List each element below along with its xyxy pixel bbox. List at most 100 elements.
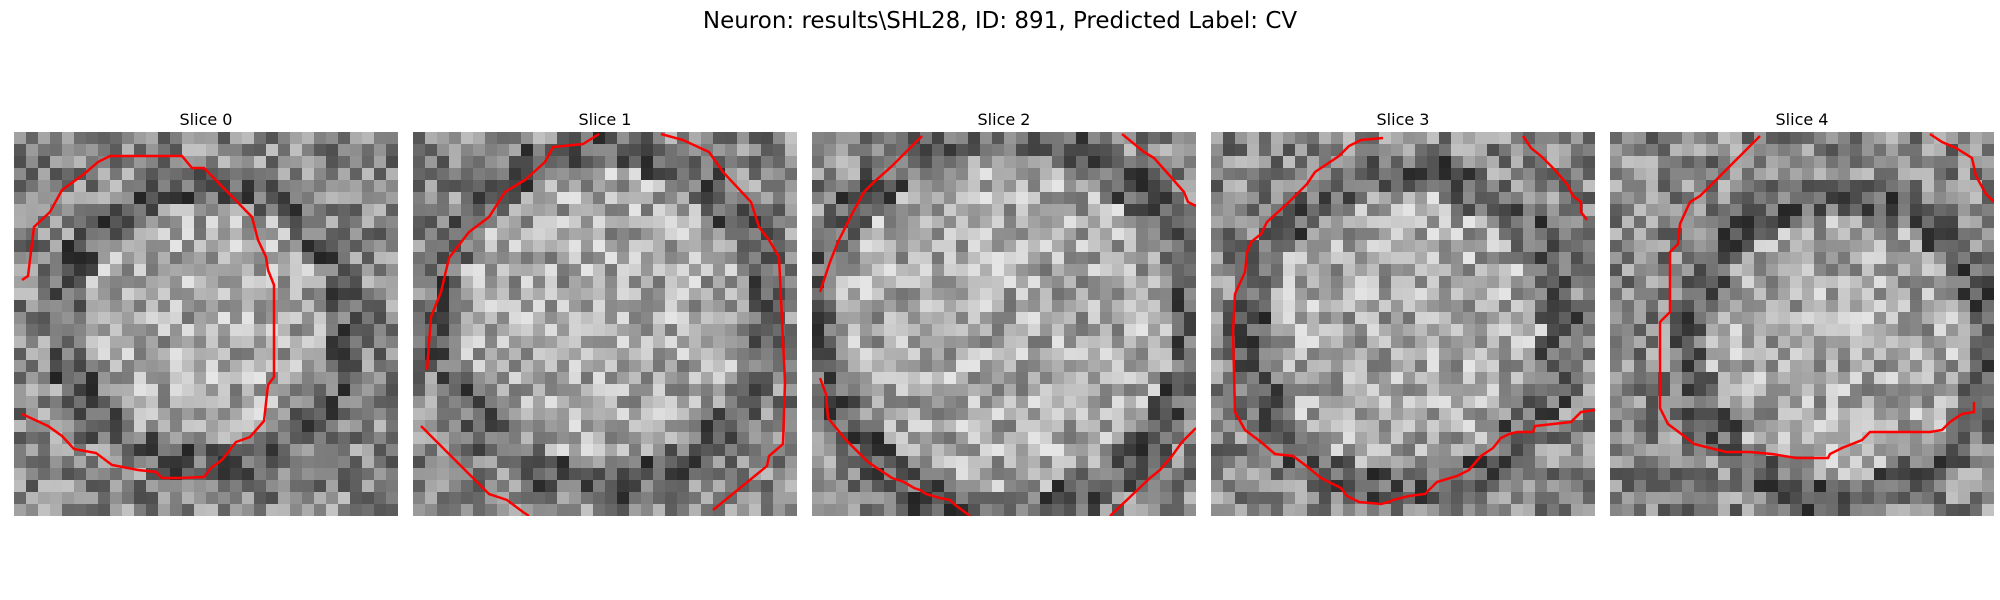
pixel-cell xyxy=(1706,360,1719,373)
pixel-cell xyxy=(1778,444,1791,457)
pixel-cell xyxy=(641,456,654,469)
pixel-cell xyxy=(1439,144,1452,157)
pixel-cell xyxy=(1223,156,1236,169)
pixel-cell xyxy=(386,456,398,469)
pixel-cell xyxy=(1511,324,1524,337)
pixel-cell xyxy=(629,348,642,361)
pixel-cell xyxy=(884,228,897,241)
pixel-cell xyxy=(314,264,327,277)
pixel-cell xyxy=(1259,456,1272,469)
pixel-cell xyxy=(860,420,873,433)
pixel-cell xyxy=(860,480,873,493)
pixel-cell xyxy=(773,312,786,325)
pixel-cell xyxy=(1718,408,1731,421)
pixel-cell xyxy=(1184,288,1196,301)
pixel-cell xyxy=(497,240,510,253)
pixel-cell xyxy=(1040,132,1053,145)
pixel-cell xyxy=(1946,348,1959,361)
pixel-cell xyxy=(1487,204,1500,217)
pixel-cell xyxy=(689,288,702,301)
pixel-cell xyxy=(1694,300,1707,313)
pixel-cell xyxy=(1136,360,1149,373)
pixel-cell xyxy=(1706,432,1719,445)
pixel-cell xyxy=(1343,168,1356,181)
pixel-cell xyxy=(290,432,303,445)
pixel-cell xyxy=(1451,264,1464,277)
pixel-cell xyxy=(1271,492,1284,505)
pixel-cell xyxy=(1475,468,1488,481)
pixel-cell xyxy=(1319,192,1332,205)
pixel-cell xyxy=(1307,444,1320,457)
pixel-cell xyxy=(689,252,702,265)
pixel-cell xyxy=(1064,180,1077,193)
pixel-cell xyxy=(1511,276,1524,289)
pixel-cell xyxy=(194,180,207,193)
pixel-cell xyxy=(314,144,327,157)
pixel-cell xyxy=(896,288,909,301)
pixel-cell xyxy=(110,216,123,229)
pixel-cell xyxy=(1766,360,1779,373)
pixel-cell xyxy=(326,312,339,325)
pixel-cell xyxy=(1088,228,1101,241)
pixel-cell xyxy=(1112,384,1125,397)
pixel-cell xyxy=(386,396,398,409)
pixel-cell xyxy=(182,144,195,157)
pixel-cell xyxy=(74,468,87,481)
pixel-cell xyxy=(761,204,774,217)
pixel-cell xyxy=(230,204,243,217)
pixel-cell xyxy=(521,180,534,193)
pixel-cell xyxy=(1670,456,1683,469)
pixel-cell xyxy=(1754,192,1767,205)
pixel-cell xyxy=(677,276,690,289)
pixel-cell xyxy=(1004,420,1017,433)
pixel-cell xyxy=(1283,180,1296,193)
pixel-cell xyxy=(497,300,510,313)
pixel-cell xyxy=(956,420,969,433)
pixel-cell xyxy=(1559,192,1572,205)
pixel-cell xyxy=(1148,264,1161,277)
pixel-cell xyxy=(425,372,438,385)
pixel-cell xyxy=(449,288,462,301)
pixel-cell xyxy=(896,504,909,516)
pixel-cell xyxy=(944,504,957,516)
pixel-cell xyxy=(1511,384,1524,397)
pixel-cell xyxy=(314,228,327,241)
pixel-cell xyxy=(773,456,786,469)
pixel-cell xyxy=(1934,384,1947,397)
pixel-cell xyxy=(1211,216,1224,229)
pixel-cell xyxy=(1922,300,1935,313)
pixel-cell xyxy=(1850,144,1863,157)
pixel-cell xyxy=(968,468,981,481)
pixel-cell xyxy=(1100,180,1113,193)
pixel-cell xyxy=(1463,348,1476,361)
pixel-cell xyxy=(26,144,39,157)
pixel-cell xyxy=(593,276,606,289)
pixel-cell xyxy=(1730,252,1743,265)
pixel-cell xyxy=(545,504,558,516)
pixel-cell xyxy=(545,432,558,445)
pixel-cell xyxy=(908,252,921,265)
pixel-cell xyxy=(1415,468,1428,481)
pixel-cell xyxy=(1742,168,1755,181)
pixel-cell xyxy=(386,204,398,217)
pixel-cell xyxy=(1004,264,1017,277)
pixel-cell xyxy=(497,168,510,181)
pixel-cell xyxy=(98,444,111,457)
pixel-cell xyxy=(1874,228,1887,241)
pixel-cell xyxy=(1790,432,1803,445)
pixel-cell xyxy=(350,384,363,397)
pixel-cell xyxy=(1850,384,1863,397)
pixel-cell xyxy=(785,240,797,253)
pixel-cell xyxy=(908,336,921,349)
pixel-cell xyxy=(1427,324,1440,337)
pixel-cell xyxy=(1367,156,1380,169)
pixel-cell xyxy=(425,144,438,157)
pixel-cell xyxy=(1934,216,1947,229)
pixel-cell xyxy=(374,408,387,421)
pixel-cell xyxy=(1766,240,1779,253)
pixel-cell xyxy=(1160,432,1173,445)
pixel-cell xyxy=(278,324,291,337)
pixel-cell xyxy=(1160,468,1173,481)
pixel-cell xyxy=(338,132,351,145)
pixel-cell xyxy=(1088,372,1101,385)
